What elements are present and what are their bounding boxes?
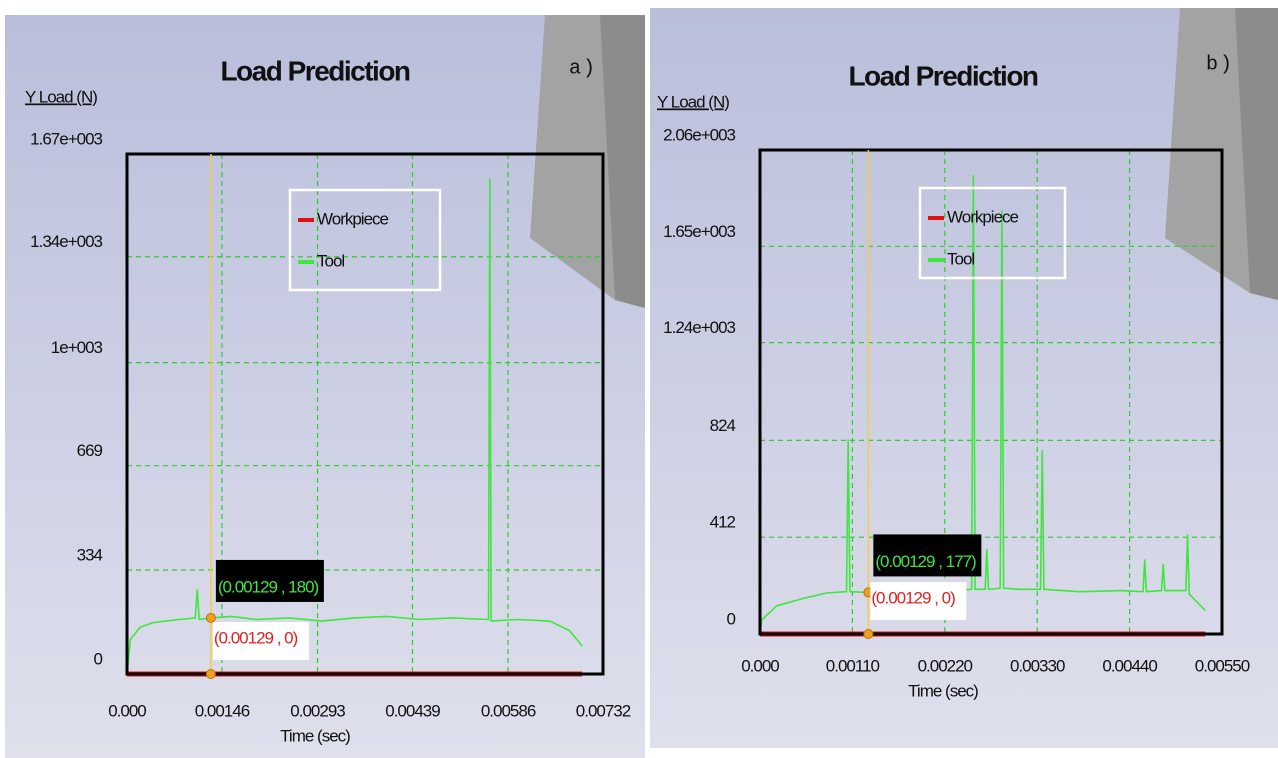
y-tick-label: 669 [77,441,103,460]
x-tick-label: 0.00440 [1102,656,1157,675]
y-tick-label: 1.24e+003 [663,318,735,337]
x-tick-label: 0.00293 [290,701,345,720]
x-tick-label: 0.00330 [1010,656,1065,675]
x-tick-label: 0.00110 [826,656,880,675]
chart-title: Load Prediction [220,55,409,86]
cursor-point [206,670,215,679]
cursor-point [206,613,215,622]
y-tick-label: 0 [94,649,103,668]
y-tick-label: 1.67e+003 [30,129,102,148]
y-tick-label: 412 [710,513,736,532]
x-axis-label: Time (sec) [908,681,978,700]
x-tick-label: 0.000 [741,656,779,675]
x-tick-label: 0.00439 [385,701,440,720]
x-tick-label: 0.00732 [576,701,631,720]
y-tick-label: 0 [727,609,736,628]
y-tick-label: 1e+003 [51,338,103,357]
y-tick-label: 824 [710,416,736,435]
y-tick-label: 1.65e+003 [663,222,735,241]
y-tick-label: 2.06e+003 [663,125,735,144]
y-tick-label: 334 [77,545,103,564]
cursor-label: (0.00129 , 0) [214,628,298,647]
panel-label: a) [569,57,597,80]
legend-label: Tool [317,251,344,270]
x-tick-label: 0.00220 [918,656,973,675]
y-tick-label: 1.34e+003 [30,232,102,251]
x-tick-label: 0.00586 [481,701,536,720]
legend-label: Workpiece [947,207,1019,226]
cursor-label: (0.00129 , 180) [218,577,319,596]
figure: Load Prediction a) Y Load (N) Time (sec) 0 33… [0,0,1278,758]
cursor-point [864,630,873,639]
y-axis-label: Y Load (N) [657,92,729,111]
legend-label: Workpiece [317,209,389,228]
cursor-label: (0.00129 , 177) [875,552,976,571]
x-tick-label: 0.000 [108,701,146,720]
x-tick-label: 0.00146 [195,701,250,720]
y-axis-label: Y Load (N) [25,87,97,106]
x-axis-label: Time (sec) [280,726,350,745]
x-tick-label: 0.00550 [1195,656,1250,675]
chart-title: Load Prediction [848,60,1037,91]
panel-label: b) [1206,53,1234,76]
legend-label: Tool [947,249,974,268]
cursor-label: (0.00129 , 0) [871,588,955,607]
